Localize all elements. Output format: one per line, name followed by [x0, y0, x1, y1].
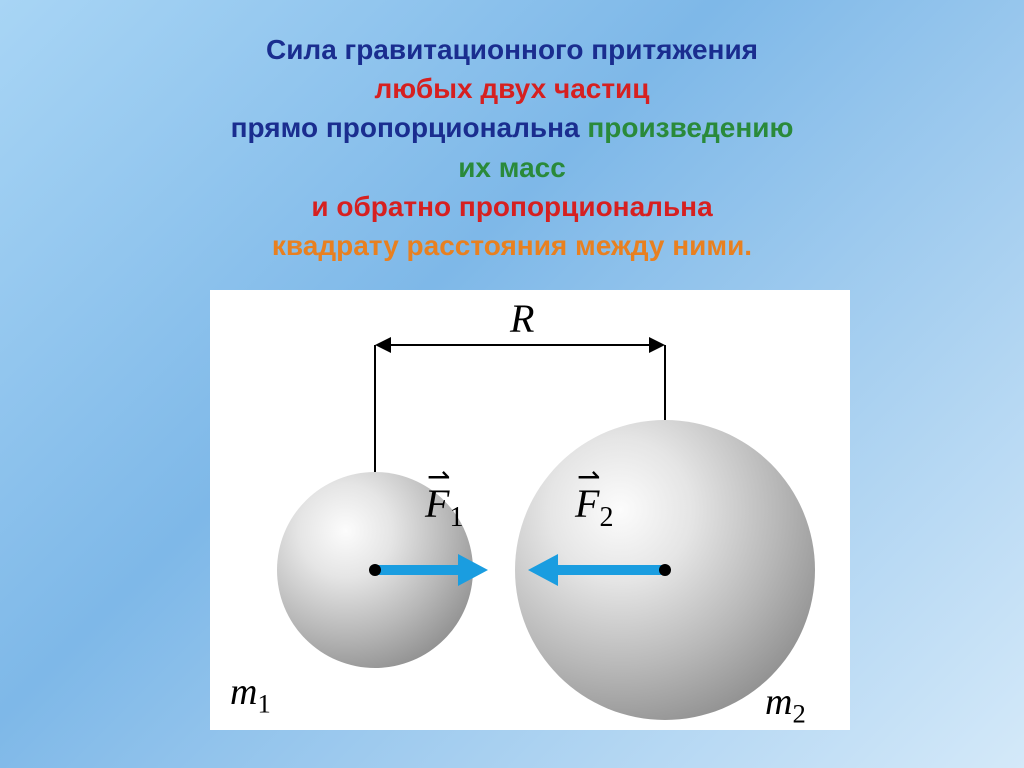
gravity-diagram: R ⇀ F1 ⇀ F2 m1 m2 — [210, 290, 850, 730]
title-line-3: прямо пропорциональна произведению — [62, 108, 962, 147]
t4a: их масс — [458, 152, 566, 183]
force1-shaft — [375, 565, 463, 575]
F1-sub: 1 — [449, 502, 463, 533]
f2-vec-arrow: ⇀ — [577, 460, 600, 494]
title-line-5: и обратно пропорциональна — [62, 187, 962, 226]
m2-sub: 2 — [792, 699, 805, 729]
distance-line — [385, 344, 655, 346]
F2-sub: 2 — [599, 502, 613, 533]
center-dot-1 — [369, 564, 381, 576]
t3a: прямо пропорциональна — [231, 112, 580, 143]
distance-arrow-right — [649, 337, 665, 353]
title-block: Сила гравитационного притяжения любых дв… — [62, 0, 962, 265]
t1a: Сила гравитационного притяжения — [266, 34, 758, 65]
title-line-4: их масс — [62, 148, 962, 187]
title-line-2: любых двух частиц — [62, 69, 962, 108]
R-text: R — [510, 296, 534, 341]
center-dot-2 — [659, 564, 671, 576]
t6a: квадрату расстояния между ними. — [272, 230, 752, 261]
m2-text: m — [765, 681, 792, 723]
t3b: произведению — [580, 112, 794, 143]
t2a: любых двух частиц — [375, 73, 650, 104]
force1-head — [458, 554, 488, 586]
t5a: и обратно пропорциональна — [311, 191, 712, 222]
mass1-label: m1 — [230, 670, 271, 720]
force2-label: ⇀ F2 — [575, 480, 613, 534]
title-line-1: Сила гравитационного притяжения — [62, 30, 962, 69]
distance-label: R — [510, 295, 534, 342]
m1-sub: 1 — [257, 689, 270, 719]
mass2-label: m2 — [765, 680, 806, 730]
title-line-6: квадрату расстояния между ними. — [62, 226, 962, 265]
force2-shaft — [555, 565, 665, 575]
f1-vec-arrow: ⇀ — [427, 460, 450, 494]
force2-head — [528, 554, 558, 586]
distance-arrow-left — [375, 337, 391, 353]
m1-text: m — [230, 671, 257, 713]
force1-label: ⇀ F1 — [425, 480, 463, 534]
